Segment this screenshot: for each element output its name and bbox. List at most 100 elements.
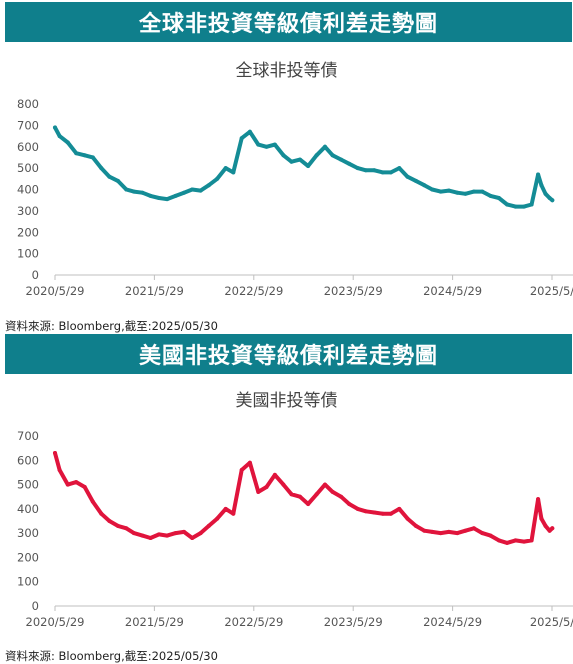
data-point [397,506,402,511]
data-point [231,170,236,175]
data-point [157,196,161,200]
y-tick-label: 500 [17,161,39,175]
x-tick-label: 2020/5/29 [26,284,85,298]
data-point [355,506,360,511]
data-point [173,531,178,536]
data-point [231,511,236,516]
data-point [339,157,344,162]
data-point [82,153,87,158]
data-point [115,523,120,528]
data-point [182,190,186,195]
data-point [547,196,552,200]
data-point [405,174,410,179]
data-point [413,178,418,183]
data-point [430,187,435,192]
spread-series-line [53,451,555,545]
data-point [446,529,451,534]
data-point [148,193,153,198]
y-tick-label: 400 [17,502,39,516]
data-point [223,166,228,171]
y-tick-label: 0 [32,599,39,613]
data-point [388,170,393,175]
y-tick-label: 0 [32,268,39,282]
x-tick-label: 2022/5/29 [224,615,283,629]
data-point [372,168,377,173]
data-point [323,144,327,149]
data-point [289,159,294,164]
data-point [281,153,286,158]
data-point [223,506,228,511]
data-point [65,140,70,145]
y-tick-label: 700 [17,429,39,443]
data-point [190,187,195,192]
data-point [422,528,427,533]
data-point [347,502,352,506]
data-point [529,538,534,543]
x-tick-label: 2024/5/29 [423,284,482,298]
data-point [124,526,129,531]
data-point [148,536,153,540]
data-point [550,526,555,531]
data-point [247,129,252,134]
data-point [455,531,460,536]
data-point [90,499,95,504]
data-point [438,189,443,194]
data-point [53,125,57,130]
data-point [264,485,269,489]
data-point [380,511,385,516]
data-point [471,189,476,194]
y-tick-label: 800 [17,97,39,111]
data-point [281,482,286,487]
data-point [405,516,410,521]
x-tick-label: 2021/5/29 [125,615,184,629]
y-tick-label: 400 [17,183,39,197]
data-point [74,480,79,485]
x-tick-label: 2022/5/29 [224,284,283,298]
data-point [339,494,344,499]
data-point [74,151,79,156]
data-point [413,523,418,528]
data-point [488,193,493,198]
data-point [455,190,460,195]
data-point [422,183,427,188]
data-point [330,153,335,158]
y-tick-label: 200 [17,225,39,239]
x-tick-label: 2023/5/29 [324,615,383,629]
data-point [463,191,468,196]
x-tick-label: 2025/5/ [530,284,573,298]
x-tick-label: 2025/5/ [530,615,573,629]
global-banner: 全球非投資等級債利差走勢圖 [5,2,572,42]
data-point [239,468,244,472]
y-tick-label: 300 [17,526,39,540]
global-spread-chart: 0 100 200 300 400 500 600 700 800 2020/5/29 2021/5… [17,97,573,298]
data-point [430,529,435,534]
data-point [314,153,319,158]
data-point [107,519,112,523]
data-point [496,538,501,543]
y-tick-label: 100 [17,575,39,589]
data-point [272,472,277,477]
global-source-note: 資料來源: Bloomberg,截至:2025/05/30 [5,319,218,333]
data-point [65,482,70,487]
data-point [131,189,136,194]
data-point [247,460,252,465]
data-point [198,188,203,193]
data-point [289,492,294,497]
global-chart-title: 全球非投等債 [235,61,338,81]
data-point [306,502,311,506]
data-point [256,142,261,147]
data-point [140,533,145,538]
data-point [446,188,451,193]
data-point [99,511,104,516]
data-point [115,178,120,183]
data-point [330,489,335,494]
data-point [173,193,178,198]
data-point [471,526,476,531]
data-point [522,539,526,544]
data-point [363,509,368,514]
data-point [165,533,170,538]
data-point [388,511,393,516]
us-chart-title: 美國非投等債 [235,391,338,411]
data-point [480,189,485,194]
data-point [57,134,62,139]
